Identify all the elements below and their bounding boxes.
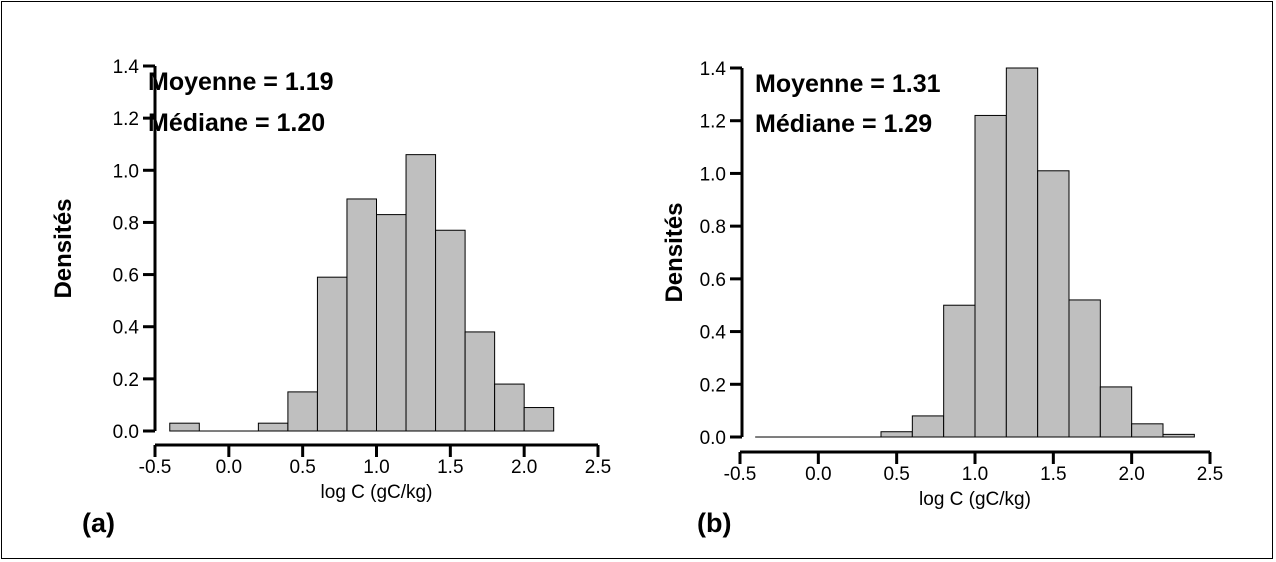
mean-annotation: Moyenne = 1.31 (755, 70, 941, 98)
x-tick-label: 2.5 (585, 457, 611, 478)
x-tick-label: 2.5 (1197, 464, 1223, 485)
y-tick-label: 0.0 (700, 428, 726, 449)
y-tick-label: 1.0 (113, 161, 139, 182)
panel-label: (a) (82, 508, 115, 538)
histogram-bar (1068, 299, 1101, 438)
y-axis-title: Densités (661, 202, 688, 302)
histogram-bar (1099, 386, 1133, 438)
histogram-bar (346, 198, 378, 432)
mean-annotation: Moyenne = 1.19 (148, 68, 334, 96)
histogram-bar (287, 391, 318, 432)
median-annotation: Médiane = 1.20 (148, 109, 325, 137)
x-axis-title: log C (gC/kg) (321, 482, 433, 503)
panel-label: (b) (697, 508, 731, 538)
y-tick-label: 0.2 (113, 370, 139, 391)
histogram-panel-a: 0.00.20.40.60.81.01.21.4-0.5 0.0 0.5 1.0 1.5… (50, 57, 611, 538)
x-tick-label: 2.0 (511, 457, 537, 478)
y-tick-label: 1.0 (700, 164, 726, 185)
histogram-bar (257, 422, 289, 432)
y-tick-label: 0.0 (113, 422, 139, 443)
histogram-bar (523, 407, 555, 432)
x-tick-label: 1.0 (962, 464, 988, 485)
y-tick-label: 0.6 (113, 266, 139, 287)
y-tick-label: 0.8 (113, 213, 139, 234)
histogram-bar (169, 422, 200, 432)
x-tick-label: 1.0 (363, 457, 389, 478)
histogram-bar (1005, 67, 1039, 438)
x-tick-label: -0.5 (724, 464, 757, 485)
y-tick-label: 0.2 (700, 375, 726, 396)
histogram-bar (405, 154, 437, 432)
y-tick-label: 1.4 (113, 57, 140, 78)
histogram-bar (494, 383, 525, 432)
histogram-bar (911, 415, 945, 438)
x-tick-label: 0.0 (216, 457, 242, 478)
y-tick-label: 1.4 (700, 59, 727, 80)
histogram-bar (376, 214, 407, 432)
y-tick-label: 0.4 (113, 318, 140, 339)
x-tick-label: 0.5 (883, 464, 909, 485)
x-tick-label: 0.5 (289, 457, 315, 478)
histogram-bar (1162, 433, 1195, 438)
histogram-bar (435, 229, 466, 432)
histogram-bar (1037, 170, 1070, 438)
x-tick-label: 0.0 (805, 464, 831, 485)
x-tick-label: 1.5 (437, 457, 463, 478)
y-tick-label: 0.6 (700, 270, 726, 291)
histogram-bar (1131, 423, 1164, 438)
x-axis-title: log C (gC/kg) (919, 489, 1031, 510)
histogram-bar (880, 431, 913, 438)
y-tick-label: 0.8 (700, 217, 726, 238)
y-tick-label: 1.2 (113, 109, 139, 130)
histogram-bar (464, 331, 496, 432)
x-tick-label: 2.0 (1118, 464, 1144, 485)
median-annotation: Médiane = 1.29 (755, 110, 932, 138)
x-tick-label: -0.5 (139, 457, 172, 478)
x-tick-label: 1.5 (1040, 464, 1066, 485)
histogram-bar (316, 276, 348, 432)
histogram-panel-b: 0.0 0.2 0.4 0.6 0.8 1.0 1.2 1.4 -0.5 0.0 0.5 1.0 1.5… (661, 59, 1223, 538)
y-tick-label: 0.4 (700, 323, 727, 344)
y-axis-title: Densités (50, 198, 77, 298)
histogram-bar (974, 114, 1007, 438)
y-tick-label: 1.2 (700, 112, 726, 133)
histogram-bar (943, 304, 976, 438)
